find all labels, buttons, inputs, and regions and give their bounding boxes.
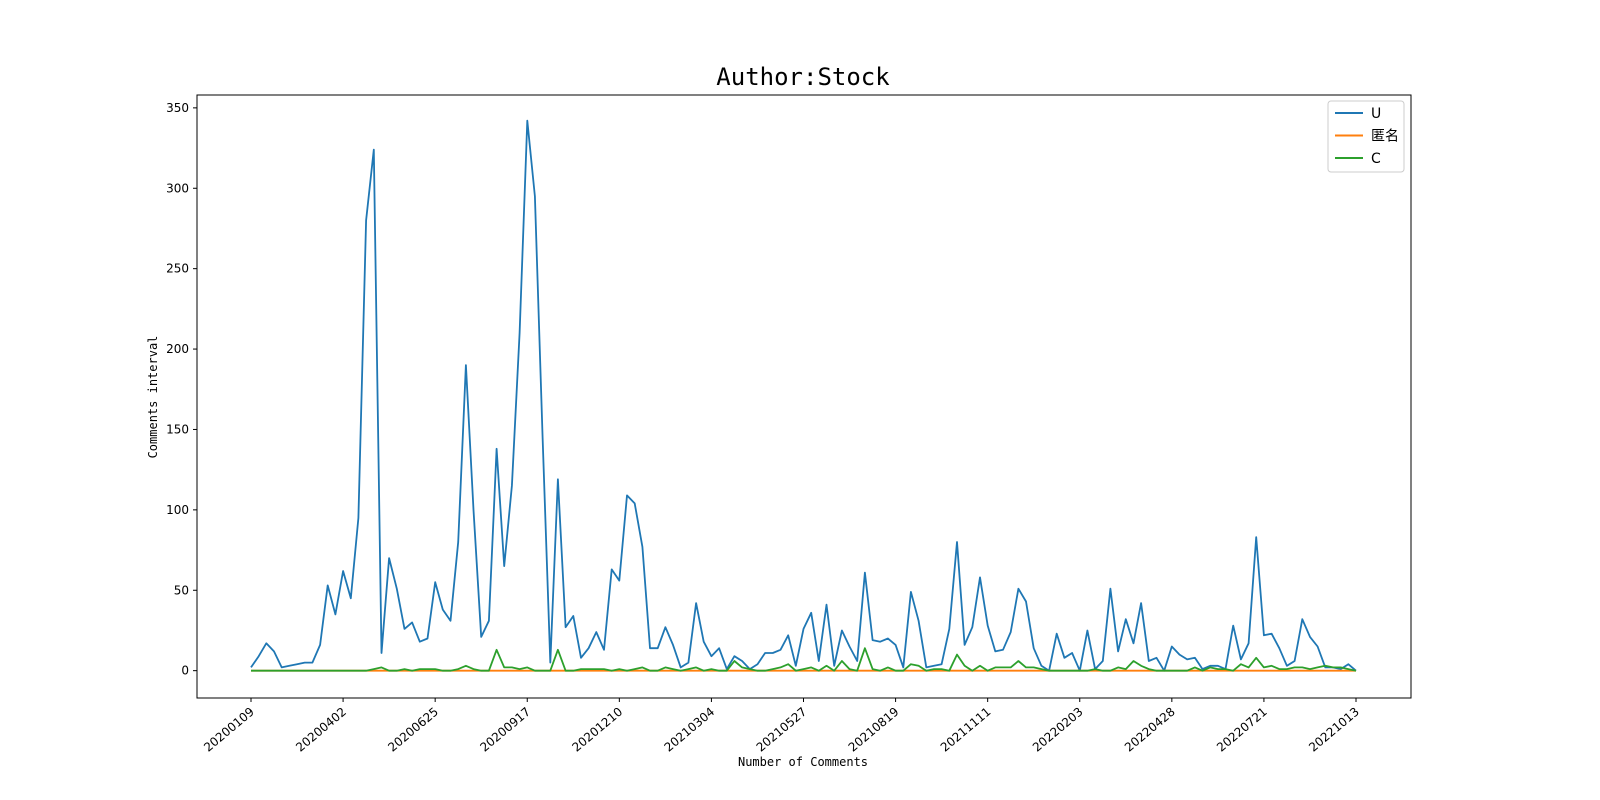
x-tick-label: 20211111 bbox=[938, 705, 994, 755]
legend-label: C bbox=[1371, 151, 1381, 167]
legend-label: U bbox=[1371, 106, 1381, 122]
legend-label: 匿名 bbox=[1371, 129, 1399, 145]
x-tick-label: 20210819 bbox=[846, 705, 902, 755]
plot-area bbox=[250, 119, 1357, 672]
x-tick-label: 20220428 bbox=[1122, 705, 1178, 755]
y-axis-label: Comments interval bbox=[146, 336, 160, 459]
y-tick-label: 300 bbox=[166, 181, 189, 195]
x-tick-label: 20200917 bbox=[477, 705, 533, 755]
y-tick-label: 0 bbox=[181, 664, 189, 678]
x-tick-label: 20220721 bbox=[1214, 705, 1270, 755]
y-tick-label: 150 bbox=[166, 422, 189, 436]
y-tick-label: 50 bbox=[174, 583, 189, 597]
series-line-3 bbox=[251, 647, 1357, 672]
x-tick-label: 20210527 bbox=[754, 705, 810, 755]
y-tick-label: 250 bbox=[166, 262, 189, 276]
x-tick-label: 20221013 bbox=[1306, 705, 1362, 755]
x-tick-label: 20201210 bbox=[569, 705, 625, 755]
y-tick-label: 100 bbox=[166, 503, 189, 517]
x-tick-label: 20210304 bbox=[662, 705, 718, 755]
chart-title: Author:Stock bbox=[716, 63, 890, 91]
x-tick-label: 20200402 bbox=[293, 705, 349, 755]
x-tick-label: 20200109 bbox=[201, 705, 257, 755]
y-tick-label: 350 bbox=[166, 101, 189, 115]
legend-box bbox=[1327, 100, 1405, 173]
plot-frame bbox=[196, 94, 1412, 699]
x-axis: 20200109 20200402 20200625 20200917 20201210… bbox=[201, 698, 1362, 755]
legend: U 匿名 C bbox=[1327, 100, 1405, 173]
x-tick-label: 20220203 bbox=[1030, 705, 1086, 755]
y-tick-label: 200 bbox=[166, 342, 189, 356]
y-axis: 0 50 100 150 200 250 300 350 bbox=[166, 101, 197, 678]
x-axis-label: Number of Comments bbox=[738, 755, 868, 769]
x-tick-label: 20200625 bbox=[385, 705, 441, 755]
series-line-1 bbox=[250, 119, 1357, 672]
